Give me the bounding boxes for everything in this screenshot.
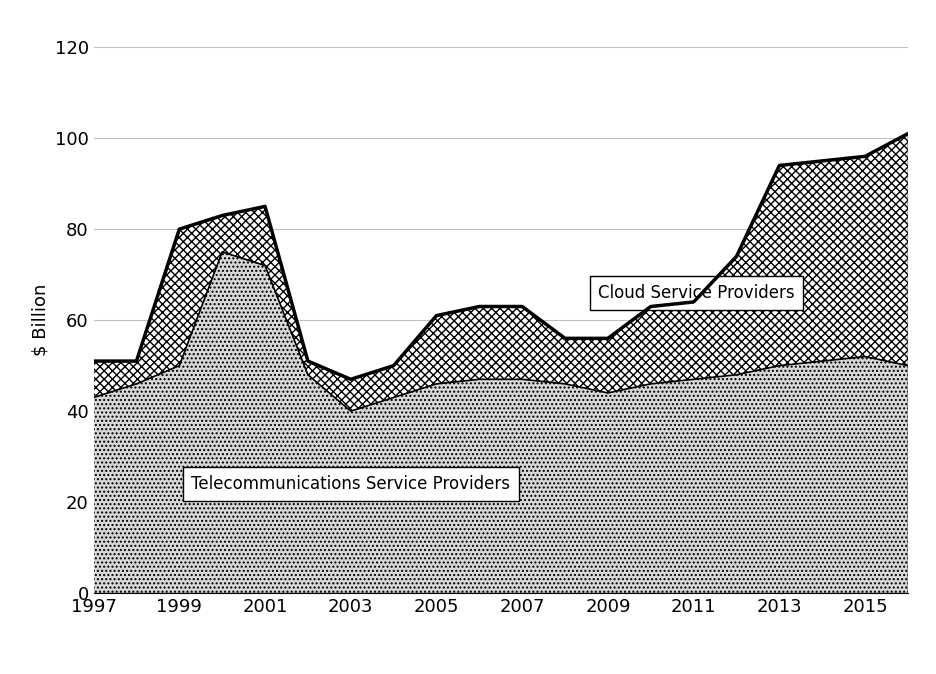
Text: Telecommunications Service Providers: Telecommunications Service Providers [191, 475, 510, 493]
Y-axis label: $ Billion: $ Billion [31, 284, 49, 357]
Text: Cloud Service Providers: Cloud Service Providers [598, 284, 795, 302]
